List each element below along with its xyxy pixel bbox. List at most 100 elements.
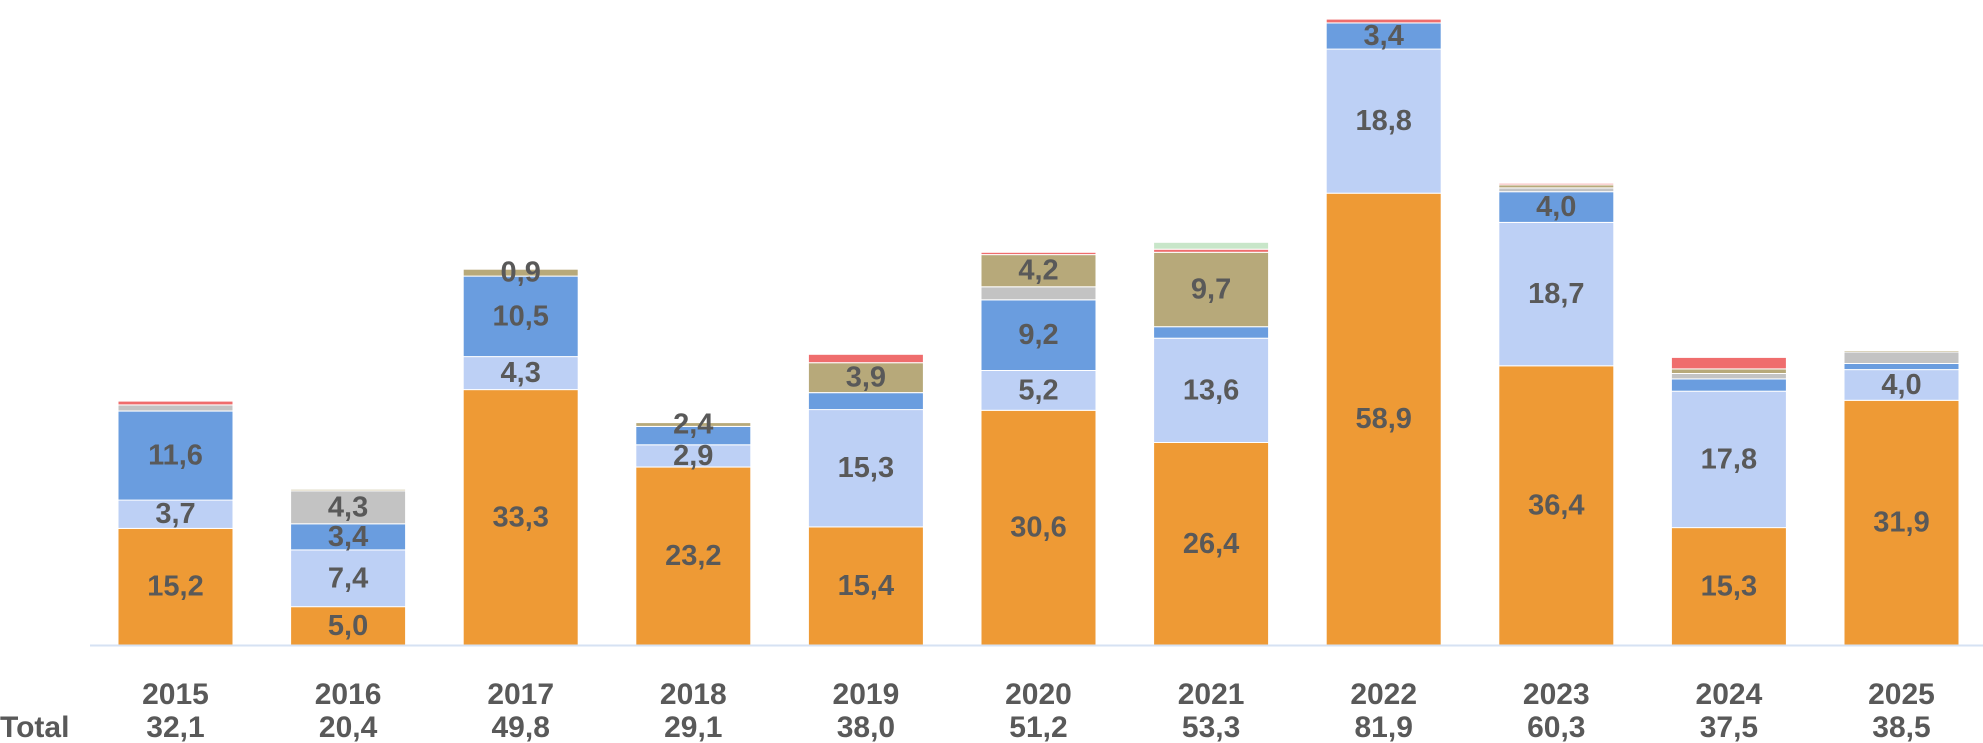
total-value-2020: 51,2 — [1009, 711, 1067, 743]
bar-segment-2025-orange — [1843, 399, 1960, 646]
total-value-2016: 20,4 — [319, 711, 378, 743]
data-label-2016-gray: 4,3 — [328, 491, 368, 523]
segment-labels-group: 15,23,711,65,07,43,44,3 33,34,310,50,923,… — [147, 20, 1929, 642]
bar-segment-2015-orange — [117, 527, 234, 646]
bar-segment-2016-gray — [290, 490, 407, 525]
x-tick-label-2015: 2015 — [142, 678, 209, 711]
bar-segment-2023-red — [1498, 182, 1615, 186]
data-label-2020-blue: 9,2 — [1018, 319, 1058, 351]
bar-segment-2023-light-blue — [1498, 221, 1615, 367]
bar-segment-2021-orange — [1153, 442, 1270, 646]
bar-segment-2021-blue — [1153, 326, 1270, 339]
data-label-2019-khaki: 3,9 — [846, 362, 886, 394]
data-label-2017-light-blue: 4,3 — [501, 357, 541, 389]
x-tick-label-2018: 2018 — [660, 678, 727, 711]
data-label-2024-orange: 15,3 — [1701, 570, 1757, 602]
bar-segment-2020-light-blue — [980, 369, 1097, 411]
x-tick-label-2016: 2016 — [315, 678, 382, 711]
data-label-2018-khaki: 2,4 — [673, 409, 713, 441]
data-label-2016-orange: 5,0 — [328, 610, 368, 642]
bar-segment-2021-khaki — [1153, 251, 1270, 328]
total-value-2021: 53,3 — [1182, 711, 1240, 743]
total-value-2015: 32,1 — [146, 711, 204, 743]
data-label-2018-orange: 23,2 — [665, 540, 721, 572]
x-tick-label-2020: 2020 — [1005, 678, 1072, 711]
bar-segment-2015-light-blue — [117, 499, 234, 529]
bar-segment-2024-khaki — [1670, 368, 1787, 374]
data-label-2019-orange: 15,4 — [838, 570, 894, 602]
bar-segment-2022-blue — [1325, 22, 1442, 50]
bars-group — [117, 18, 1960, 646]
data-label-2023-orange: 36,4 — [1528, 489, 1584, 521]
bar-segment-2018-orange — [635, 466, 752, 646]
bar-segment-2022-red — [1325, 18, 1442, 24]
bar-segment-2017-khaki — [462, 268, 579, 277]
bar-segment-2024-light-blue — [1670, 390, 1787, 529]
bar-segment-2022-light-blue — [1325, 48, 1442, 194]
data-label-2023-blue: 4,0 — [1536, 191, 1576, 223]
bar-segment-2017-light-blue — [462, 356, 579, 391]
bar-segment-2025-light-blue — [1843, 369, 1960, 401]
x-tick-label-2019: 2019 — [833, 678, 900, 711]
bar-segment-2021-light-blue — [1153, 337, 1270, 444]
data-label-2016-blue: 3,4 — [328, 521, 368, 553]
data-label-2017-blue: 10,5 — [492, 300, 548, 332]
bar-segment-2015-gray — [117, 404, 234, 412]
x-tick-label-2017: 2017 — [487, 678, 554, 711]
bar-segment-2020-gray — [980, 286, 1097, 301]
bar-segment-2016-khaki — [290, 488, 407, 492]
total-value-2017: 49,8 — [492, 711, 550, 743]
data-label-2021-khaki: 9,7 — [1191, 274, 1231, 306]
total-value-2023: 60,3 — [1527, 711, 1585, 743]
bar-segment-2023-blue — [1498, 191, 1615, 223]
bar-segment-2024-red — [1670, 356, 1787, 370]
data-label-2017-orange: 33,3 — [492, 501, 548, 533]
bar-segment-2020-blue — [980, 299, 1097, 371]
x-tick-label-2024: 2024 — [1696, 678, 1763, 711]
bar-segment-2024-orange — [1670, 527, 1787, 646]
data-label-2015-orange: 15,2 — [147, 571, 203, 603]
totals-row-group: 32,1 20,4 49,8 29,1 38,0 51,2 53,3 81,9 60,3 37,5… — [146, 711, 1930, 743]
data-label-2018-light-blue: 2,9 — [673, 440, 713, 472]
bar-segment-2021-light-green — [1153, 241, 1270, 250]
bar-segment-2024-gray — [1670, 373, 1787, 380]
total-row-label: Total — [0, 711, 69, 743]
total-value-2019: 38,0 — [837, 711, 895, 743]
bar-segment-2015-red — [117, 400, 234, 406]
x-tick-label-2021: 2021 — [1178, 678, 1245, 711]
bar-segment-2019-orange — [807, 526, 924, 646]
data-label-2015-light-blue: 3,7 — [155, 498, 195, 530]
bar-segment-2020-red — [980, 251, 1097, 256]
bar-segment-2017-orange — [462, 389, 579, 646]
bar-segment-2024-blue — [1670, 378, 1787, 392]
bar-segment-2025-light-green — [1843, 349, 1960, 352]
data-label-2021-light-blue: 13,6 — [1183, 374, 1239, 406]
x-tick-label-2023: 2023 — [1523, 678, 1590, 711]
bar-segment-2019-red — [807, 353, 924, 364]
bar-segment-2025-gray — [1843, 351, 1960, 364]
data-label-2015-blue: 11,6 — [148, 440, 203, 472]
bar-segment-2020-khaki — [980, 254, 1097, 288]
data-label-2025-light-blue: 4,0 — [1881, 369, 1921, 401]
data-label-2020-khaki: 4,2 — [1018, 255, 1058, 287]
data-label-2025-orange: 31,9 — [1873, 507, 1929, 539]
total-value-2024: 37,5 — [1700, 711, 1758, 743]
x-tick-label-2025: 2025 — [1868, 678, 1935, 711]
bar-segment-2017-blue — [462, 275, 579, 358]
total-value-2025: 38,5 — [1872, 711, 1930, 743]
data-label-2023-light-blue: 18,7 — [1528, 278, 1584, 310]
x-tick-label-2022: 2022 — [1350, 678, 1417, 711]
data-label-2019-light-blue: 15,3 — [838, 452, 894, 484]
total-value-2018: 29,1 — [664, 711, 722, 743]
data-label-2022-orange: 58,9 — [1355, 403, 1411, 435]
data-label-2017-khaki: 0,9 — [501, 257, 541, 289]
total-value-2022: 81,9 — [1355, 711, 1413, 743]
bar-segment-2018-khaki — [635, 422, 752, 427]
data-label-2022-blue: 3,4 — [1364, 20, 1404, 52]
x-axis-labels-group: 2015 2016 2017 2018 2019 2020 2021 2022 2023 2024… — [142, 678, 1935, 711]
data-label-2022-light-blue: 18,8 — [1355, 105, 1411, 137]
data-label-2020-orange: 30,6 — [1010, 512, 1066, 544]
data-label-2020-light-blue: 5,2 — [1018, 374, 1058, 406]
data-label-2021-orange: 26,4 — [1183, 528, 1239, 560]
